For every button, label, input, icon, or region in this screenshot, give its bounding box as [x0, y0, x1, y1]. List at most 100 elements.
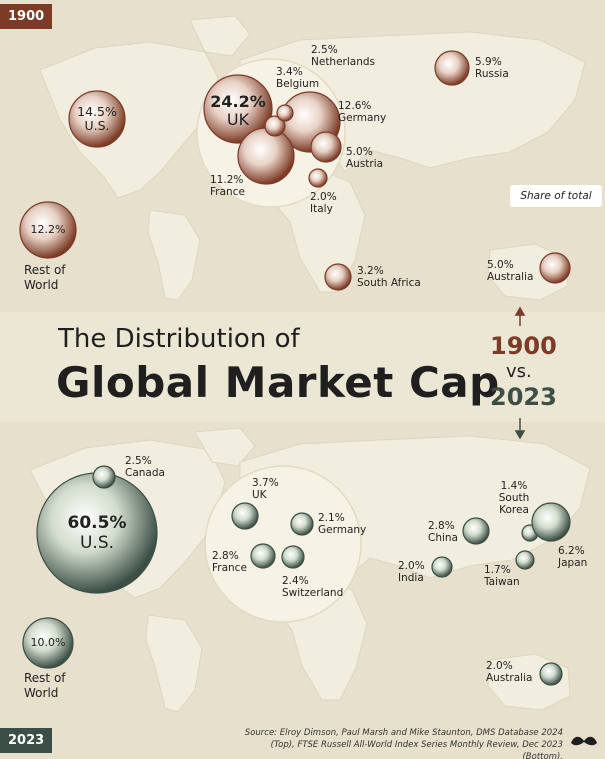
bubble-australia-2023: [539, 662, 563, 686]
value: 60.5%: [67, 513, 127, 533]
arrows: [514, 306, 526, 326]
country: Taiwan: [484, 576, 520, 588]
label-canada-2023: 2.5% Canada: [125, 455, 165, 479]
year-1900: 1900: [490, 332, 557, 360]
bubble-austria-1900: [310, 131, 342, 163]
name-rest-1900: Rest of World: [24, 263, 66, 292]
bubble-france-1900: [237, 127, 295, 185]
label-china-2023: 2.8% China: [428, 520, 458, 544]
bubble-rest-1900: [19, 201, 77, 259]
country: India: [398, 572, 424, 584]
value: 5.0%: [487, 259, 514, 271]
country: Japan: [558, 557, 588, 569]
label-germany-1900: 12.6% Germany: [338, 100, 386, 124]
share-of-total-callout: Share of total: [510, 185, 602, 207]
label-india-2023: 2.0% India: [398, 560, 425, 584]
panel-tag-2023: 2023: [0, 728, 53, 753]
value: 24.2%: [210, 92, 266, 111]
bubble-canada-2023: [92, 465, 116, 489]
label-russia-1900: 5.9% Russia: [475, 56, 509, 80]
label-france-2023: 2.8% France: [212, 550, 247, 574]
label-us-2023: 60.5% U.S.: [52, 513, 142, 553]
country: Switzerland: [282, 587, 344, 599]
value: 3.7%: [252, 477, 279, 489]
value: 5.0%: [346, 146, 373, 158]
label-southafrica-1900: 3.2% South Africa: [357, 265, 421, 289]
value: 2.5%: [311, 44, 338, 56]
label-australia-1900: 5.0% Australia: [487, 259, 533, 283]
country: Russia: [475, 68, 509, 80]
value: 3.2%: [357, 265, 384, 277]
label-australia-2023: 2.0% Australia: [486, 660, 532, 684]
value: 1.7%: [484, 564, 511, 576]
label-japan-2023: 6.2% Japan: [558, 545, 587, 569]
country: Netherlands: [311, 56, 376, 68]
value: 2.1%: [318, 512, 345, 524]
country: Canada: [125, 467, 165, 479]
panel-tag-1900: 1900: [0, 4, 53, 29]
country: France: [210, 186, 245, 198]
title-line-2: Global Market Cap: [56, 358, 500, 407]
bubble-japan-2023: [531, 502, 571, 542]
bubble-china-2023: [462, 517, 490, 545]
bubbles-1900: [19, 50, 571, 291]
label-uk-2023: 3.7% UK: [252, 477, 279, 501]
title-line-1: The Distribution of: [58, 324, 300, 354]
bubble-rest-2023: [22, 617, 74, 669]
bubbles-2023: [22, 465, 571, 686]
label-germany-2023: 2.1% Germany: [318, 512, 366, 536]
land-greenland: [189, 15, 251, 57]
label-italy-1900: 2.0% Italy: [310, 191, 337, 215]
label-austria-1900: 5.0% Austria: [346, 146, 383, 170]
country: South Korea: [498, 492, 530, 516]
country: Austria: [346, 158, 384, 170]
bubble-uk-1900: [203, 74, 273, 144]
value: 2.0%: [398, 560, 425, 572]
versus: vs.: [506, 361, 532, 382]
value: 5.9%: [475, 56, 502, 68]
country: U.S.: [84, 118, 110, 133]
label-southkorea-2023: 1.4% South Korea: [494, 480, 534, 516]
bubble-india-2023: [431, 556, 453, 578]
country: South Africa: [357, 277, 421, 289]
country: China: [428, 532, 458, 544]
value: 2.0%: [310, 191, 337, 203]
bubble-uk-2023: [231, 502, 259, 530]
value: 14.5%: [77, 104, 117, 119]
country: Australia: [487, 271, 534, 283]
value: 2.5%: [125, 455, 152, 467]
label-switzerland-2023: 2.4% Switzerland: [282, 575, 343, 599]
publisher-logo: [571, 736, 597, 746]
label-us-1900: 14.5% U.S.: [69, 105, 125, 133]
land-south-america-2023: [145, 614, 203, 713]
value: 12.6%: [338, 100, 372, 112]
bubble-southafrica-1900: [324, 263, 352, 291]
country: France: [212, 562, 247, 574]
value: 2.0%: [486, 660, 513, 672]
country: U.S.: [79, 533, 115, 553]
bubble-russia-1900: [434, 50, 470, 86]
label-france-1900: 11.2% France: [210, 174, 245, 198]
year-2023: 2023: [490, 383, 557, 411]
country: UK: [252, 489, 267, 501]
value-rest-2023: 10.0%: [30, 636, 66, 649]
country: Germany: [318, 524, 367, 536]
title-band: [0, 312, 605, 422]
label-taiwan-2023: 1.7% Taiwan: [484, 564, 520, 588]
bubble-germany-2023: [290, 512, 314, 536]
bubble-belgium-1900: [264, 115, 286, 137]
country: Australia: [486, 672, 533, 684]
bubble-italy-1900: [308, 168, 328, 188]
value: 11.2%: [210, 174, 244, 186]
source-note: Source: Elroy Dimson, Paul Marsh and Mik…: [244, 728, 563, 759]
bubble-netherlands-1900: [276, 104, 294, 122]
value: 1.4%: [500, 480, 528, 492]
country: Italy: [310, 203, 333, 215]
value: 2.8%: [428, 520, 455, 532]
value: 2.4%: [282, 575, 309, 587]
label-uk-1900: 24.2% UK: [204, 93, 272, 129]
label-belgium-1900: 3.4% Belgium: [276, 66, 319, 90]
bubble-australia-1900: [539, 252, 571, 284]
